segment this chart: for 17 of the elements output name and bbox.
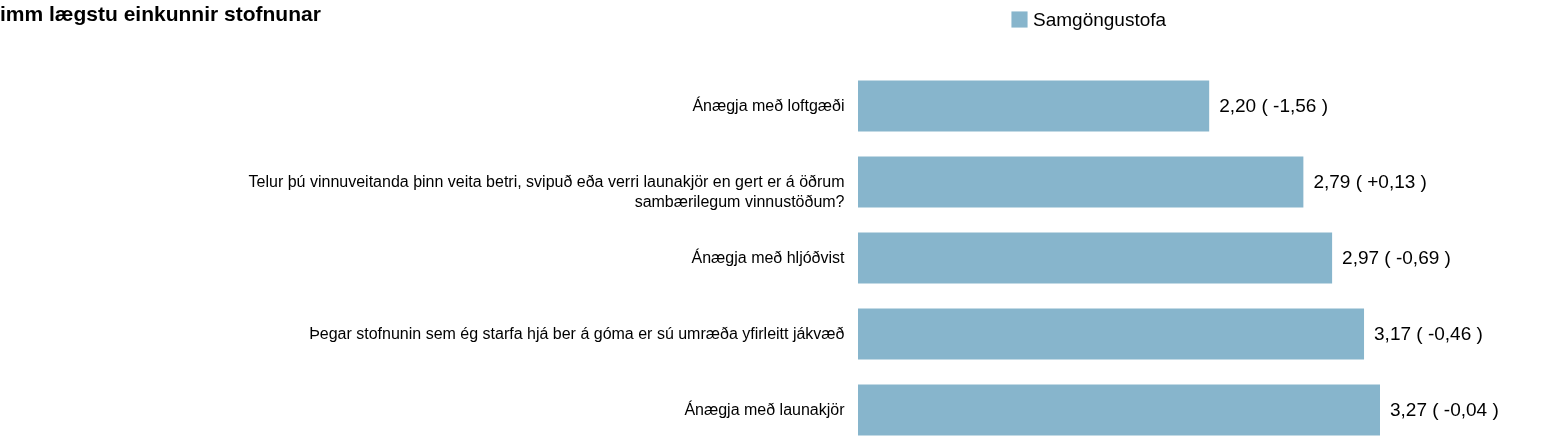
data-label: 3,17 ( -0,46 ) [1374, 323, 1483, 344]
bar [858, 80, 1210, 132]
data-label: 2,97 ( -0,69 ) [1342, 247, 1451, 268]
y-tick-label: Þegar stofnunin sem ég starfa hjá ber á góma er sú umræða yfirleitt jákvæð [309, 325, 845, 342]
y-tick-label: Ánægja með hljóðvist [691, 248, 846, 266]
bar [858, 156, 1304, 208]
data-label: 3,27 ( -0,04 ) [1390, 399, 1499, 420]
bar [858, 232, 1333, 284]
bar [858, 308, 1365, 360]
bar [858, 384, 1380, 436]
y-tick-label: Telur þú vinnuveitanda þinn veita betri, svipuð eða verri launakjör en gert er á öðrum sambærilegum vinnustöðum? [248, 173, 845, 210]
data-label: 2,20 ( -1,56 ) [1219, 95, 1328, 116]
data-label: 2,79 ( +0,13 ) [1313, 171, 1427, 192]
y-tick-label: Ánægja með loftgæði [692, 96, 845, 114]
legend-label: Samgöngustofa [1033, 8, 1167, 30]
y-tick-label: Ánægja með launakjör [684, 400, 846, 418]
text: imm lægstu einkunnir stofnunar [0, 2, 321, 26]
